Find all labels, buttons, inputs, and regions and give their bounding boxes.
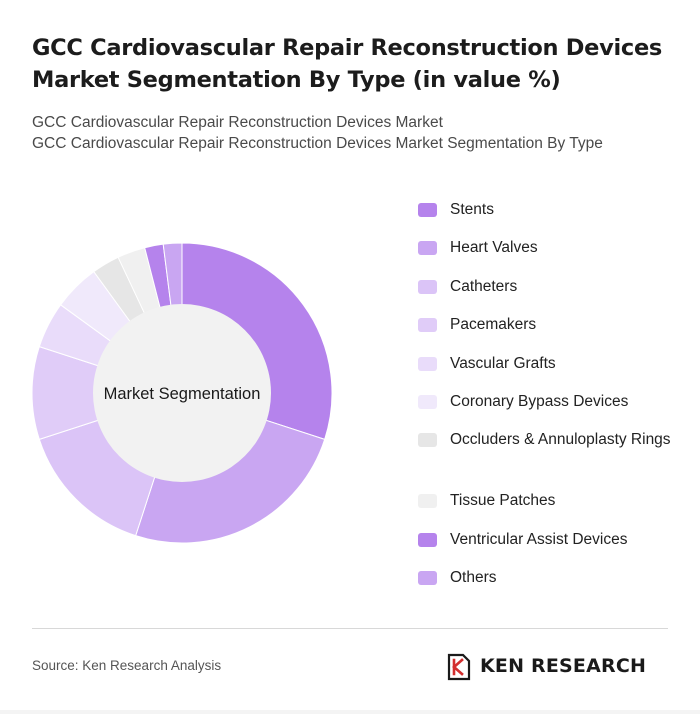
- legend-label: Coronary Bypass Devices: [450, 393, 629, 410]
- legend-swatch: [418, 494, 437, 508]
- legend-label: Occluders & Annuloplasty Rings: [450, 431, 671, 448]
- ken-research-logo-mark: [447, 653, 471, 681]
- source-note: Source: Ken Research Analysis: [32, 658, 222, 673]
- chart-title: GCC Cardiovascular Repair Reconstruction…: [32, 35, 663, 93]
- donut-center-label: Market Segmentation: [104, 385, 261, 403]
- legend-label: Vascular Grafts: [450, 355, 556, 372]
- legend-swatch: [418, 571, 437, 585]
- subtitles: GCC Cardiovascular Repair Reconstruction…: [32, 112, 672, 154]
- legend-swatch: [418, 433, 437, 447]
- legend-swatch: [418, 318, 437, 332]
- legend-swatch: [418, 280, 437, 294]
- legend-label: Others: [450, 569, 497, 586]
- legend-label: Heart Valves: [450, 239, 538, 256]
- donut-chart-area: Market Segmentation: [22, 233, 342, 553]
- legend-swatch: [418, 533, 437, 547]
- legend-label: Pacemakers: [450, 316, 537, 333]
- subtitle-market: GCC Cardiovascular Repair Reconstruction…: [32, 114, 443, 131]
- ken-research-wordmark: KEN RESEARCH: [480, 655, 647, 677]
- ken-research-logo: KEN RESEARCH: [446, 651, 670, 683]
- footer-divider: [32, 628, 668, 629]
- legend-swatch: [418, 241, 437, 255]
- legend-label: Tissue Patches: [450, 492, 556, 509]
- donut-chart: Market Segmentation: [31, 242, 333, 544]
- legend-label: Ventricular Assist Devices: [450, 531, 628, 548]
- legend-swatch: [418, 357, 437, 371]
- legend-swatch: [418, 395, 437, 409]
- subtitle-segmentation: GCC Cardiovascular Repair Reconstruction…: [32, 135, 603, 152]
- legend-label: Catheters: [450, 278, 518, 295]
- legend-swatch: [418, 203, 437, 217]
- legend-label: Stents: [450, 201, 494, 218]
- donut-center: [93, 304, 271, 482]
